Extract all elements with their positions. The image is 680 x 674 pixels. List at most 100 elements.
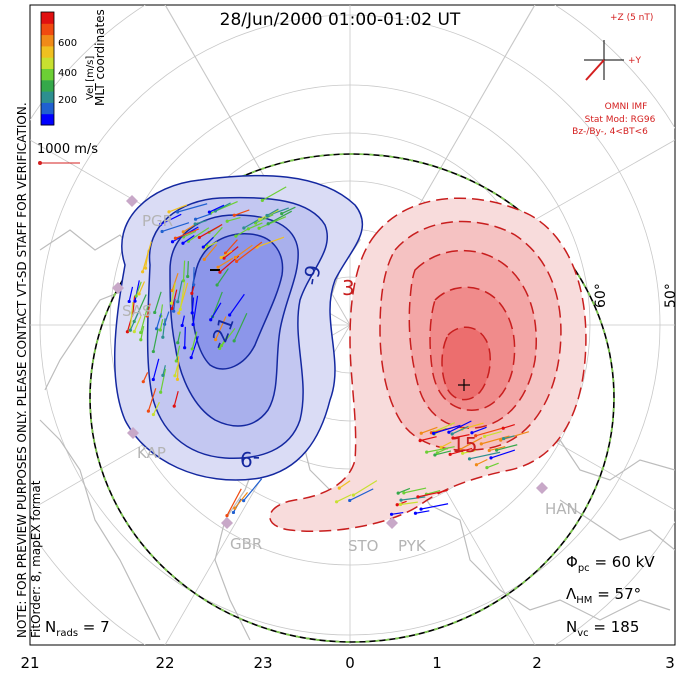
velocity-vector-origin [234,259,239,263]
mlt-label-2: 2 [532,654,542,672]
velocity-vector [256,236,285,248]
velocity-vector [154,291,162,313]
velocity-vector-origin [395,503,399,507]
velocity-vector-origin [139,338,143,342]
velocity-vector-origin [402,491,406,495]
velocity-vector [262,186,287,201]
mlt-label-1: 1 [432,654,442,672]
radar-label-han: HAN [545,500,578,518]
velocity-vector [177,280,183,302]
velocity-vector [215,316,227,340]
velocity-vector-origin [233,255,238,260]
velocity-vector-origin [193,222,197,226]
velocity-vector-origin [145,314,149,318]
velocity-vector [215,202,231,212]
velocity-vector-origin [160,229,164,234]
velocity-vector-origin [231,510,236,515]
velocity-vector-origin [260,198,264,202]
velocity-vector-origin [479,442,483,446]
velocity-vector [227,217,241,222]
velocity-vector-origin [502,436,506,441]
velocity-vector [503,424,515,429]
velocity-vector-origin [190,291,194,295]
velocity-vector [182,260,186,281]
velocity-vector-origin [419,431,423,435]
velocity-vector-origin [137,292,141,296]
velocity-vector [192,267,195,285]
velocity-vectors [125,186,530,518]
velocity-vector-origin [183,346,187,350]
velocity-vector [396,500,407,506]
velocity-vector [266,208,279,217]
velocity-vector [177,203,208,213]
colorbar-tick-600: 600 [58,38,77,49]
velocity-vector [281,206,296,215]
velocity-vector-origin [348,498,352,503]
velocity-vector [462,450,476,454]
velocity-vector [129,301,134,331]
contour-label-neg-3: -9 [240,447,260,471]
velocity-vector-origin [181,241,185,245]
colorbar-segment [41,45,54,58]
velocity-vector-origin [216,265,220,269]
velocity-vector [236,241,263,262]
velocity-vector-origin [143,266,148,270]
velocity-vector-origin [167,210,171,214]
velocity-vector-origin [413,511,418,515]
velocity-vector [181,315,185,326]
reference-vector: 1000 m/s [37,142,98,165]
velocity-vector-origin [450,432,454,436]
velocity-vector [175,345,181,362]
velocity-vector [417,489,448,498]
velocity-vector [129,308,141,331]
radar-label-sas: SAS [122,302,152,320]
velocity-vector-origin [151,412,156,417]
radar-marker-han [536,482,548,494]
velocity-vector-origin [190,311,194,315]
lat-label-60: 60° [593,283,609,308]
velocity-vector [191,297,195,313]
stat-phi-pc: Φpc = 60 kV [566,553,655,574]
velocity-vector [217,257,234,268]
velocity-vector-origin [246,227,251,231]
mlt-label-3: 3 [665,654,675,672]
velocity-vector-origin [458,447,462,452]
velocity-vector [397,487,411,494]
velocity-vector [135,281,142,297]
velocity-vector-origin [191,322,195,327]
velocity-vector [174,365,179,376]
velocity-vector [421,426,438,434]
velocity-vector [220,250,233,259]
velocity-vector [353,480,378,496]
velocity-vector [173,391,179,407]
colorbar-title: Vel [m/s] [85,56,96,100]
mlt-label-22: 22 [155,654,174,672]
velocity-vector [190,336,199,358]
velocity-vector-origin [257,226,261,230]
velocity-vector-origin [146,409,151,413]
velocity-vector-origin [189,356,193,360]
velocity-vector [229,293,245,316]
velocity-vector-origin [451,436,455,440]
velocity-vector [226,488,242,516]
velocity-vector [349,488,374,501]
imf-bz-by: Bz-/By-, 4<BT<6 [572,127,648,137]
colorbar-tick-400: 400 [58,68,77,79]
radar-marker-pgr [126,195,138,207]
velocity-vector-origin [501,426,505,430]
velocity-vector-origin [418,439,422,443]
velocity-vector-origin [280,211,284,216]
velocity-vector [128,286,134,302]
velocity-vector [132,295,136,313]
colorbar-segment [41,34,54,47]
velocity-vector [147,388,157,412]
velocity-vector [267,210,293,225]
velocity-vector [156,313,162,329]
velocity-vector [440,441,452,448]
velocity-vector [195,213,212,220]
radar-marker-sas [112,282,124,294]
velocity-vector [170,282,176,304]
velocity-vector-origin [233,506,237,510]
velocity-vector [219,328,236,349]
velocity-vector [183,230,197,238]
